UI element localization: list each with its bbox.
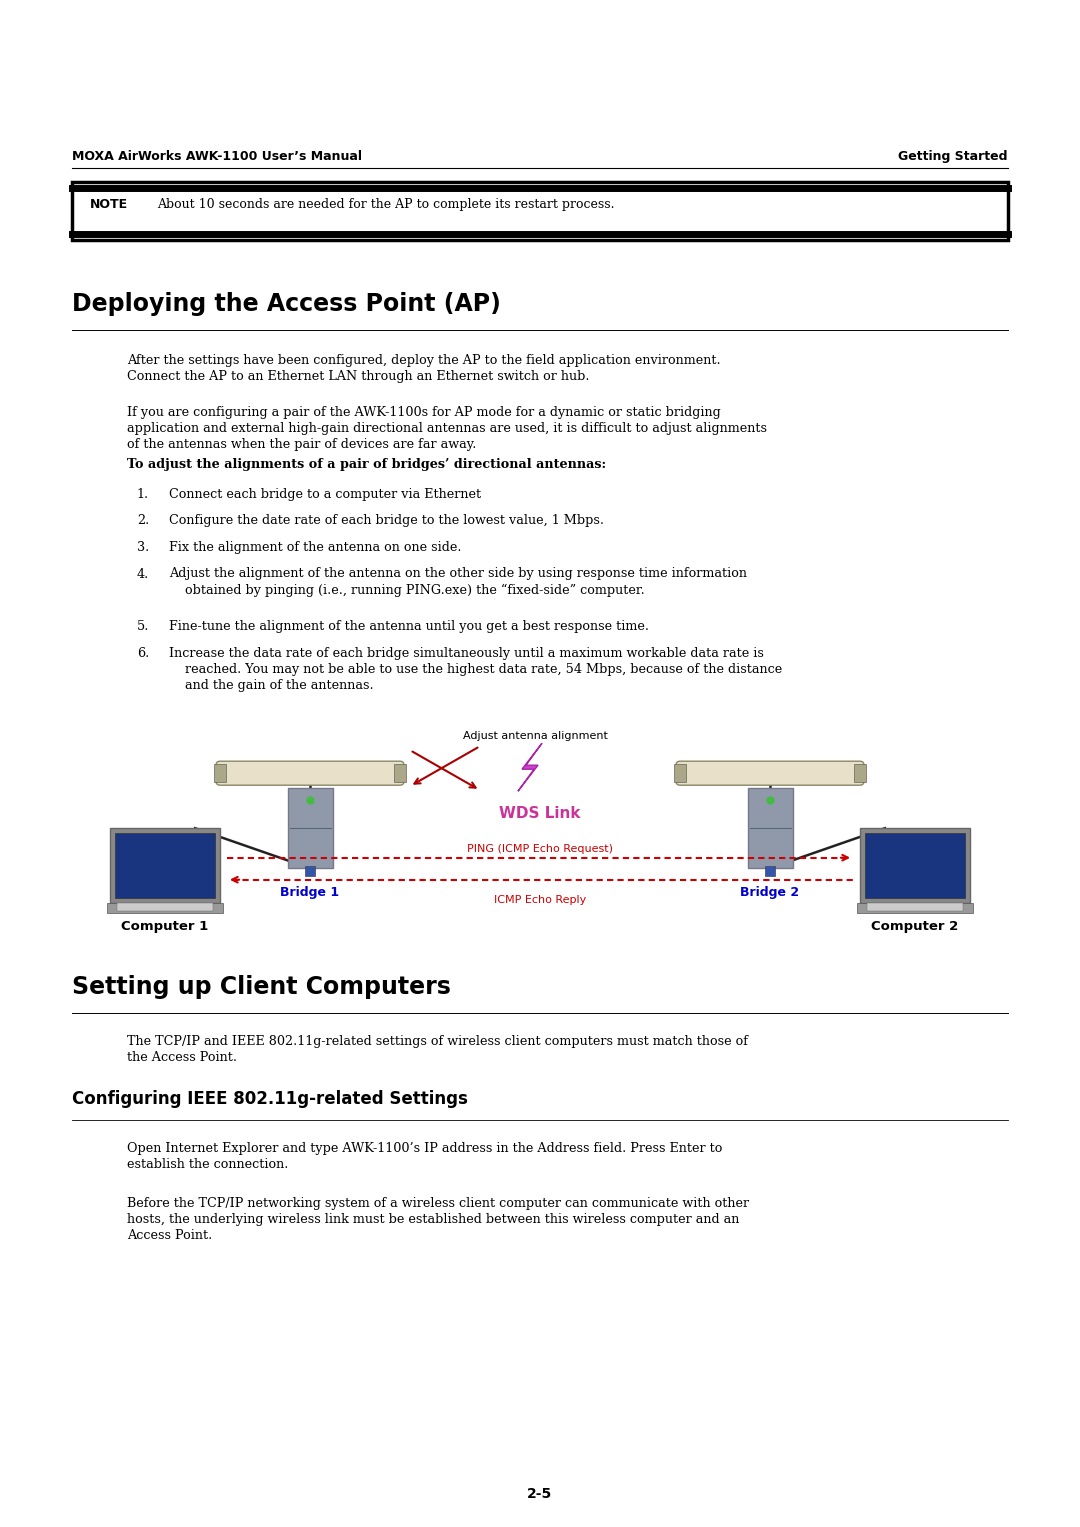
Text: The TCP/IP and IEEE 802.11g-related settings of wireless client computers must m: The TCP/IP and IEEE 802.11g-related sett…: [127, 1035, 748, 1064]
Text: MOXA AirWorks AWK-1100 User’s Manual: MOXA AirWorks AWK-1100 User’s Manual: [72, 150, 362, 163]
Text: 5.: 5.: [137, 620, 149, 634]
Bar: [287, 788, 333, 869]
Text: Deploying the Access Point (AP): Deploying the Access Point (AP): [72, 292, 501, 316]
Text: Adjust antenna alignment: Adjust antenna alignment: [462, 731, 607, 741]
Text: To adjust the alignments of a pair of bridges’ directional antennas:: To adjust the alignments of a pair of br…: [127, 458, 606, 470]
Bar: [765, 866, 775, 876]
Text: If you are configuring a pair of the AWK-1100s for AP mode for a dynamic or stat: If you are configuring a pair of the AWK…: [127, 406, 767, 450]
FancyBboxPatch shape: [216, 760, 404, 785]
Bar: [854, 764, 866, 782]
Text: WDS Link: WDS Link: [499, 806, 581, 822]
Text: Before the TCP/IP networking system of a wireless client computer can communicat: Before the TCP/IP networking system of a…: [127, 1197, 750, 1241]
Bar: [107, 902, 222, 913]
Text: 1.: 1.: [137, 489, 149, 501]
Text: Adjust the alignment of the antenna on the other side by using response time inf: Adjust the alignment of the antenna on t…: [168, 568, 747, 597]
Text: Computer 1: Computer 1: [121, 921, 208, 933]
Bar: [747, 788, 793, 869]
Bar: [860, 828, 970, 902]
Bar: [214, 764, 226, 782]
Text: After the settings have been configured, deploy the AP to the field application : After the settings have been configured,…: [127, 354, 720, 383]
Text: Bridge 2: Bridge 2: [741, 886, 799, 899]
Bar: [858, 902, 973, 913]
Text: Getting Started: Getting Started: [899, 150, 1008, 163]
Bar: [865, 834, 966, 898]
Text: Fine-tune the alignment of the antenna until you get a best response time.: Fine-tune the alignment of the antenna u…: [168, 620, 649, 634]
Text: Increase the data rate of each bridge simultaneously until a maximum workable da: Increase the data rate of each bridge si…: [168, 647, 782, 692]
Text: Fix the alignment of the antenna on one side.: Fix the alignment of the antenna on one …: [168, 541, 461, 554]
Text: PING (ICMP Echo Request): PING (ICMP Echo Request): [467, 844, 613, 854]
Text: 2.: 2.: [137, 515, 149, 527]
Bar: [117, 902, 213, 912]
Bar: [114, 834, 215, 898]
FancyBboxPatch shape: [676, 760, 864, 785]
Text: 4.: 4.: [137, 568, 149, 580]
Text: Open Internet Explorer and type AWK-1100’s IP address in the Address field. Pres: Open Internet Explorer and type AWK-1100…: [127, 1142, 723, 1171]
Text: 2-5: 2-5: [527, 1487, 553, 1501]
Text: About 10 seconds are needed for the AP to complete its restart process.: About 10 seconds are needed for the AP t…: [157, 199, 615, 212]
Text: Configuring IEEE 802.11g-related Settings: Configuring IEEE 802.11g-related Setting…: [72, 1090, 468, 1109]
Text: Computer 2: Computer 2: [872, 921, 959, 933]
Text: Connect each bridge to a computer via Ethernet: Connect each bridge to a computer via Et…: [168, 489, 481, 501]
Polygon shape: [518, 744, 542, 791]
Text: ICMP Echo Reply: ICMP Echo Reply: [494, 895, 586, 904]
Bar: [394, 764, 406, 782]
Bar: [867, 902, 963, 912]
Text: Bridge 1: Bridge 1: [281, 886, 339, 899]
Bar: [305, 866, 315, 876]
Bar: [72, 182, 1008, 240]
Bar: [674, 764, 686, 782]
Text: 3.: 3.: [137, 541, 149, 554]
Text: 6.: 6.: [137, 647, 149, 660]
Text: Configure the date rate of each bridge to the lowest value, 1 Mbps.: Configure the date rate of each bridge t…: [168, 515, 604, 527]
Text: NOTE: NOTE: [90, 199, 129, 212]
Bar: [110, 828, 220, 902]
Text: Setting up Client Computers: Setting up Client Computers: [72, 976, 450, 999]
